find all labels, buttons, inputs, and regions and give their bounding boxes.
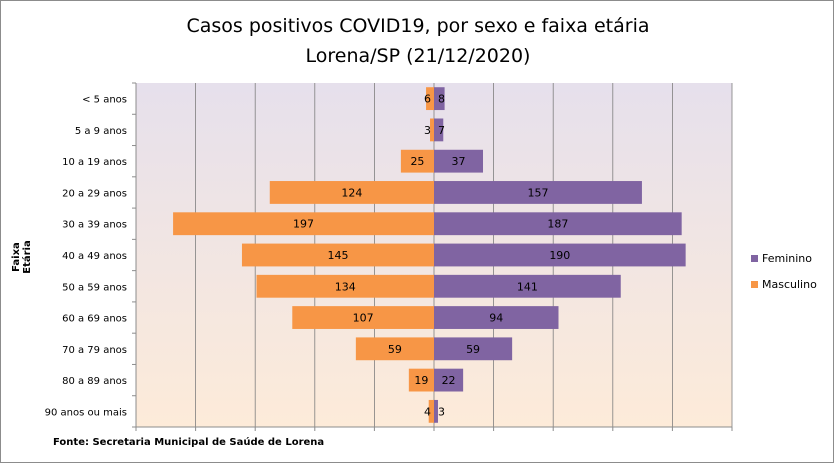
y-axis-label: Faixa Etária bbox=[11, 240, 33, 274]
data-label-masculino: 19 bbox=[414, 374, 428, 387]
data-label-feminino: 157 bbox=[527, 186, 548, 199]
data-label-feminino: 190 bbox=[549, 249, 570, 262]
bar-feminino bbox=[434, 212, 682, 236]
data-label-masculino: 107 bbox=[353, 312, 374, 325]
data-label-feminino: 8 bbox=[438, 93, 445, 106]
bar-masculino bbox=[428, 399, 434, 423]
bar-feminino bbox=[434, 243, 686, 267]
bar-masculino bbox=[256, 274, 434, 298]
y-tick-label: 90 anos ou mais bbox=[45, 407, 127, 418]
legend-label-masculino: Masculino bbox=[762, 277, 817, 291]
y-tick-label: < 5 anos bbox=[82, 95, 127, 106]
data-label-masculino: 25 bbox=[410, 155, 424, 168]
legend-item-feminino: Feminino bbox=[751, 248, 817, 268]
data-label-feminino: 94 bbox=[489, 312, 503, 325]
data-label-feminino: 37 bbox=[452, 155, 466, 168]
y-tick-label: 70 a 79 anos bbox=[62, 345, 127, 356]
data-label-feminino: 141 bbox=[517, 280, 538, 293]
data-label-feminino: 59 bbox=[466, 343, 480, 356]
legend-swatch-masculino bbox=[751, 280, 758, 288]
y-tick-label: 5 a 9 anos bbox=[75, 126, 127, 137]
y-tick-label: 80 a 89 anos bbox=[62, 376, 127, 387]
legend-label-feminino: Feminino bbox=[762, 251, 812, 265]
y-tick-label: 60 a 69 anos bbox=[62, 314, 127, 325]
bar-feminino bbox=[434, 149, 484, 173]
bar-feminino bbox=[434, 274, 621, 298]
data-label-masculino: 124 bbox=[341, 186, 362, 199]
bar-feminino bbox=[434, 368, 464, 392]
data-label-feminino: 187 bbox=[547, 218, 568, 231]
data-label-feminino: 7 bbox=[438, 124, 445, 137]
source-note: Fonte: Secretaria Municipal de Saúde de … bbox=[53, 437, 325, 448]
data-label-masculino: 59 bbox=[388, 343, 402, 356]
bar-masculino bbox=[241, 243, 434, 267]
bar-masculino bbox=[400, 149, 434, 173]
bar-masculino bbox=[426, 87, 434, 111]
data-label-feminino: 22 bbox=[442, 374, 456, 387]
bar-masculino bbox=[269, 181, 434, 204]
data-label-masculino: 145 bbox=[327, 249, 348, 262]
bar-feminino bbox=[434, 399, 438, 423]
bar-feminino bbox=[434, 181, 642, 204]
bar-feminino bbox=[434, 87, 445, 111]
bar-masculino bbox=[408, 368, 434, 392]
bar-feminino bbox=[434, 306, 559, 329]
data-label-masculino: 3 bbox=[424, 124, 431, 137]
y-tick-label: 20 a 29 anos bbox=[62, 188, 127, 199]
data-label-masculino: 197 bbox=[293, 218, 314, 231]
chart-subtitle: Lorena/SP (21/12/2020) bbox=[305, 45, 531, 67]
y-tick-label: 40 a 49 anos bbox=[62, 251, 127, 262]
data-label-masculino: 134 bbox=[335, 280, 356, 293]
bar-masculino bbox=[173, 212, 434, 236]
data-label-feminino: 3 bbox=[438, 405, 445, 418]
bar-feminino bbox=[434, 118, 444, 142]
y-tick-label: 10 a 19 anos bbox=[62, 157, 127, 168]
bar-masculino bbox=[355, 337, 434, 361]
bar-feminino bbox=[434, 337, 513, 361]
y-tick-label: 30 a 39 anos bbox=[62, 220, 127, 231]
data-label-masculino: 6 bbox=[424, 93, 431, 106]
y-tick-label: 50 a 59 anos bbox=[62, 282, 127, 293]
bar-masculino bbox=[292, 306, 434, 329]
bar-masculino bbox=[430, 118, 434, 142]
data-label-masculino: 4 bbox=[424, 405, 431, 418]
chart-title: Casos positivos COVID19, por sexo e faix… bbox=[186, 15, 650, 37]
legend-item-masculino: Masculino bbox=[751, 274, 817, 294]
legend-swatch-feminino bbox=[751, 254, 758, 262]
legend: Feminino Masculino bbox=[751, 248, 817, 300]
